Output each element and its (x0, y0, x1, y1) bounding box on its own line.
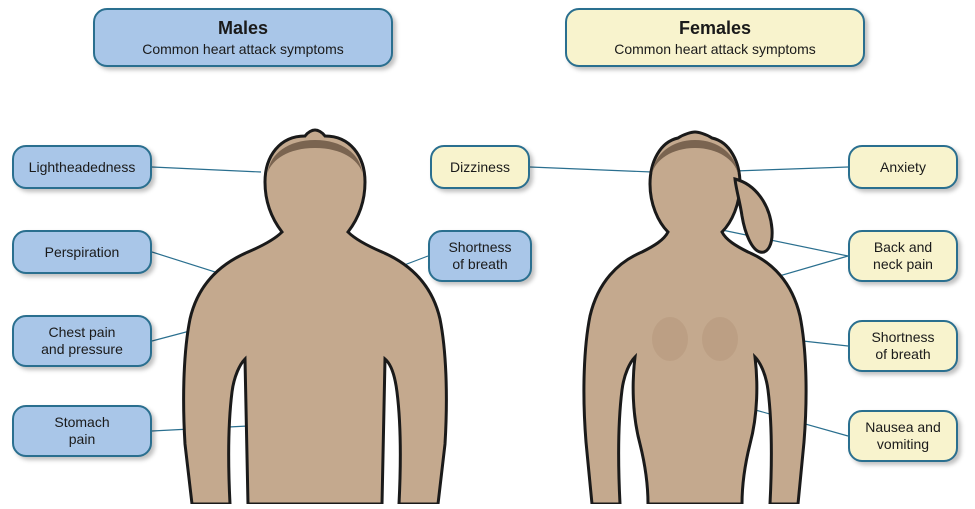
male-figure (170, 124, 460, 509)
male-subtitle: Common heart attack symptoms (117, 41, 369, 57)
female-silhouette (584, 132, 806, 504)
symptom-perspiration: Perspiration (12, 230, 152, 274)
symptom-lighthead: Lightheadedness (12, 145, 152, 189)
symptom-anxiety: Anxiety (848, 145, 958, 189)
female-figure (570, 124, 820, 509)
shade (652, 317, 688, 361)
female-header: Females Common heart attack symptoms (565, 8, 865, 67)
male-silhouette (184, 130, 447, 504)
female-ponytail (735, 179, 772, 252)
female-title: Females (589, 18, 841, 39)
male-title: Males (117, 18, 369, 39)
symptom-stomach: Stomach pain (12, 405, 152, 457)
symptom-chest: Chest pain and pressure (12, 315, 152, 367)
symptom-nausea: Nausea and vomiting (848, 410, 958, 462)
symptom-backneck: Back and neck pain (848, 230, 958, 282)
symptom-fbreath: Shortness of breath (848, 320, 958, 372)
male-header: Males Common heart attack symptoms (93, 8, 393, 67)
symptom-breath: Shortness of breath (428, 230, 532, 282)
female-subtitle: Common heart attack symptoms (589, 41, 841, 57)
symptom-dizziness: Dizziness (430, 145, 530, 189)
shade (702, 317, 738, 361)
